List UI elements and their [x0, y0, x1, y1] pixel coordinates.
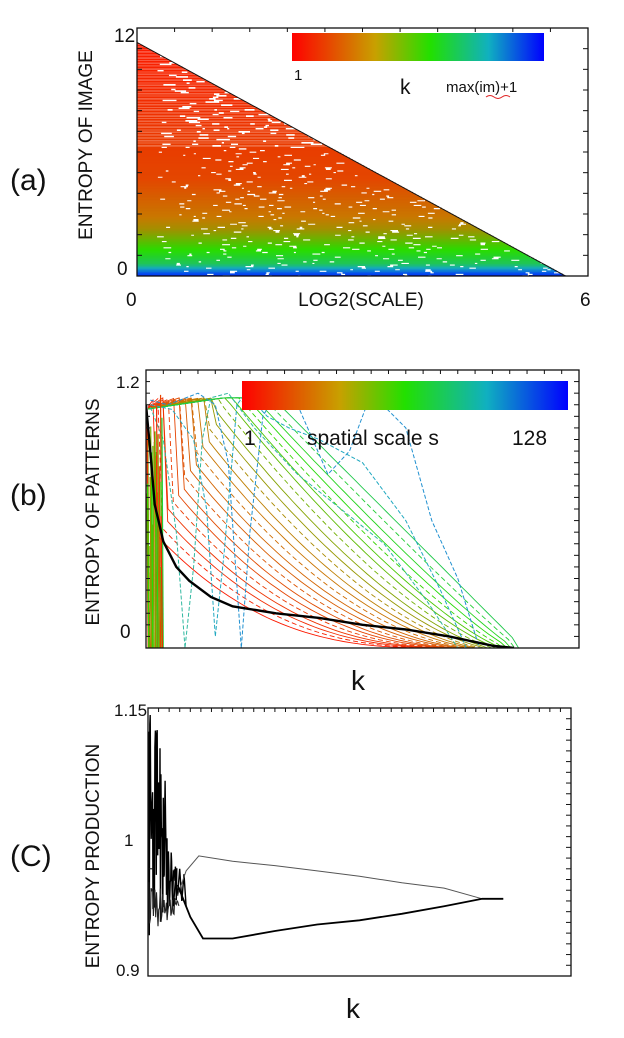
- panel-a-ytick-top: 12: [114, 26, 135, 47]
- panel-b-colorbar-low: 1: [244, 427, 256, 450]
- panel-b-curve: [150, 452, 154, 648]
- panel-c-ticks: [147, 707, 572, 977]
- panel-b-curve: [154, 431, 157, 648]
- panel-b-xlabel: k: [351, 665, 366, 696]
- panel-b-curve: [161, 417, 164, 648]
- panel-b-curve: [148, 397, 454, 648]
- panel-b-colorbar: [242, 381, 568, 410]
- panel-b-curve: [156, 511, 159, 648]
- panel-b-curve: [148, 397, 470, 648]
- panel-b-curve: [157, 434, 160, 648]
- panel-b-colorbar-high: 128: [512, 427, 547, 450]
- panel-c-frame: [147, 707, 572, 977]
- panel-a-ytick-bottom: 0: [117, 259, 128, 280]
- panel-b-curve: [148, 398, 494, 648]
- panel-b-curve: [149, 545, 152, 648]
- panel-c-upper-branch: [177, 855, 483, 900]
- panel-a-label: (a): [10, 164, 47, 197]
- panel-b-curve: [148, 398, 486, 648]
- panel-b-label: (b): [10, 479, 47, 512]
- panel-a-xlabel: LOG2(SCALE): [298, 290, 424, 311]
- panel-b-curve: [148, 397, 490, 648]
- panel-b-curve: [160, 516, 163, 648]
- panel-a-xtick-left: 0: [126, 290, 137, 311]
- panel-c-ylabel: ENTROPY PRODUCTION: [83, 744, 104, 969]
- panel-b-curve: [147, 399, 446, 648]
- panel-b-curve: [148, 397, 478, 648]
- panel-b-curve: [148, 398, 474, 648]
- panel-a-envelope-line: [137, 42, 566, 276]
- panel-c: (C) ENTROPY PRODUCTION 1.15 1 0.9 k: [10, 701, 572, 1024]
- panel-a-xtick-right: 6: [580, 290, 591, 311]
- panel-b-colorbar-mid: spatial scale s: [307, 427, 439, 450]
- panel-c-ytick-top: 1.15: [114, 701, 147, 720]
- panel-c-ytick-bottom: 0.9: [116, 961, 140, 980]
- panel-a-ticks: [136, 27, 589, 277]
- panel-a-colorbar-low: 1: [294, 67, 302, 84]
- panel-a-ylabel: ENTROPY OF IMAGE: [76, 50, 97, 240]
- panel-b-curve: [158, 466, 162, 648]
- panel-b-curve: [147, 398, 434, 648]
- panel-b-frame: [145, 369, 580, 649]
- panel-c-lower-branch: [176, 884, 504, 940]
- panel-b-ytick-bottom: 0: [120, 622, 131, 643]
- panel-a-colorbar-mid: k: [400, 76, 411, 99]
- panel-b-curve: [149, 392, 459, 648]
- panel-b-black-curve: [146, 404, 515, 648]
- panel-b-curve: [146, 483, 150, 648]
- panel-a: (a) ENTROPY OF IMAGE 12 0 0 6 LOG2(SCALE…: [10, 26, 591, 311]
- panel-c-jitter: [172, 868, 187, 907]
- panel-c-curves: [148, 714, 504, 940]
- panel-b: (b) ENTROPY OF PATTERNS 1.2 0 k 1 spatia…: [10, 369, 580, 696]
- panel-b-curve: [148, 398, 462, 648]
- panel-b-curve: [153, 441, 157, 648]
- panel-b-curve: [148, 397, 466, 648]
- panel-b-curves: [146, 392, 525, 648]
- panel-b-ticks: [145, 369, 580, 649]
- panel-b-curve: [148, 397, 521, 648]
- panel-a-colorbar-high: max(im)+1: [446, 79, 517, 96]
- panel-b-ylabel: ENTROPY OF PATTERNS: [83, 399, 104, 626]
- panel-c-ytick-mid: 1: [124, 831, 133, 850]
- panel-b-ytick-top: 1.2: [116, 373, 140, 392]
- panel-c-label: (C): [10, 840, 52, 873]
- panel-b-curve: [152, 524, 155, 648]
- panel-b-curve: [147, 397, 442, 648]
- panel-a-spell-underline: [485, 95, 511, 99]
- panel-a-heatmap: [137, 42, 566, 276]
- panel-c-jitter: [148, 882, 180, 927]
- panel-b-curve: [148, 397, 458, 648]
- panel-a-colorbar: [292, 33, 544, 61]
- panel-b-curve: [148, 398, 450, 648]
- panel-b-curve: [147, 397, 438, 648]
- panel-c-xlabel: k: [346, 993, 361, 1024]
